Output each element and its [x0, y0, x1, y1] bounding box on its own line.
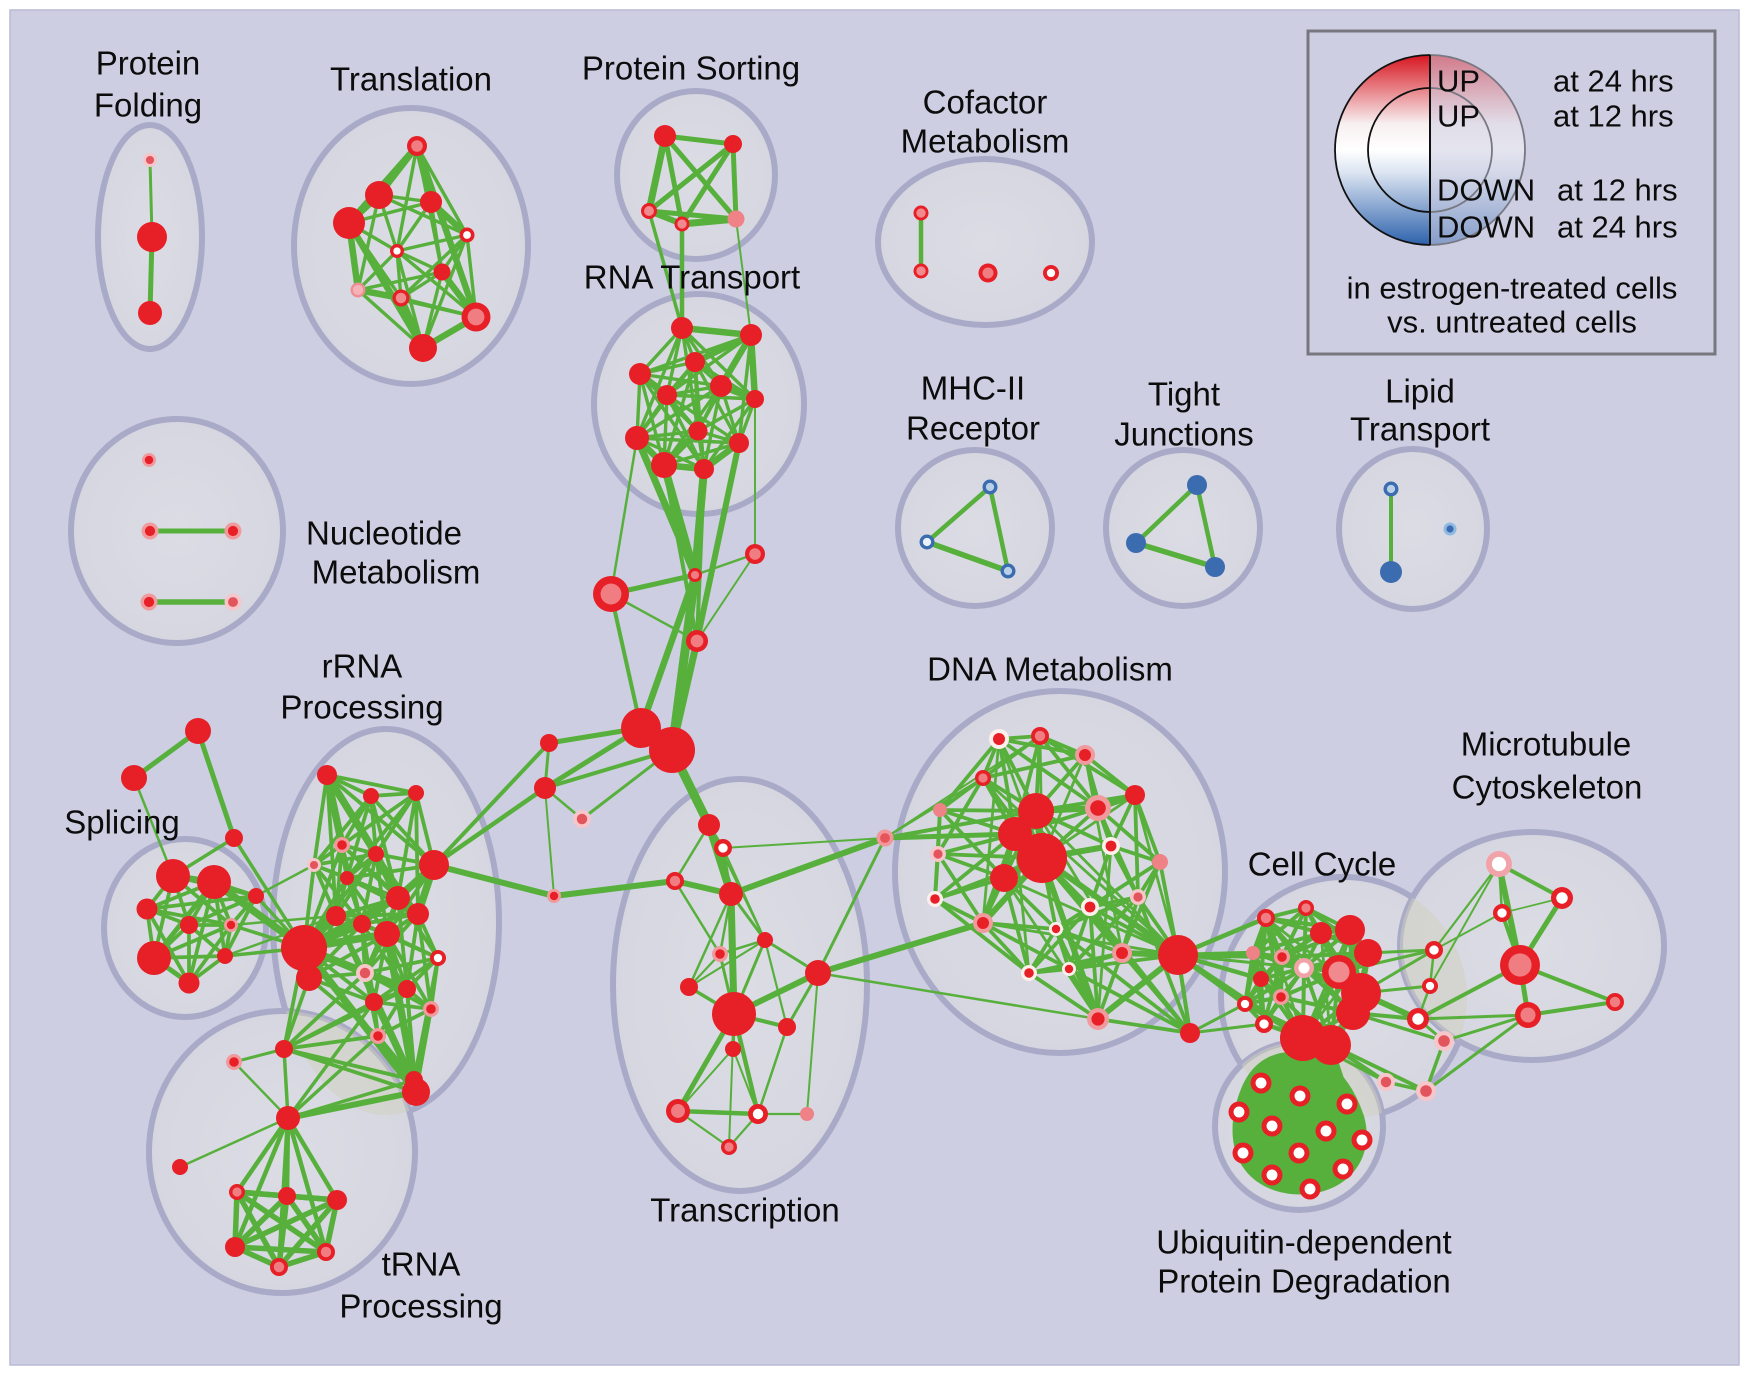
svg-text:at 12 hrs: at 12 hrs	[1557, 173, 1678, 208]
svg-text:DOWN: DOWN	[1437, 173, 1535, 208]
svg-text:Cell Cycle: Cell Cycle	[1248, 846, 1397, 883]
svg-text:rRNA: rRNA	[322, 648, 403, 685]
svg-text:Junctions: Junctions	[1114, 416, 1253, 453]
svg-text:at 12 hrs: at 12 hrs	[1553, 99, 1674, 134]
svg-text:Transport: Transport	[1350, 411, 1490, 448]
svg-text:Receptor: Receptor	[906, 410, 1040, 447]
svg-text:DNA Metabolism: DNA Metabolism	[927, 651, 1173, 688]
svg-text:DOWN: DOWN	[1437, 210, 1535, 245]
svg-text:in estrogen-treated cells: in estrogen-treated cells	[1347, 271, 1678, 306]
svg-text:Processing: Processing	[339, 1288, 502, 1325]
svg-text:at 24 hrs: at 24 hrs	[1557, 210, 1678, 245]
svg-text:MHC-II: MHC-II	[921, 370, 1025, 407]
svg-text:Protein Degradation: Protein Degradation	[1157, 1263, 1451, 1300]
svg-text:at 24 hrs: at 24 hrs	[1553, 64, 1674, 99]
svg-text:Processing: Processing	[280, 689, 443, 726]
svg-text:Metabolism: Metabolism	[312, 554, 481, 591]
svg-text:Ubiquitin-dependent: Ubiquitin-dependent	[1156, 1224, 1451, 1261]
svg-text:Cofactor: Cofactor	[923, 84, 1048, 121]
svg-text:Protein: Protein	[96, 45, 201, 82]
svg-text:vs. untreated cells: vs. untreated cells	[1387, 305, 1637, 340]
svg-text:Translation: Translation	[330, 61, 492, 98]
svg-text:Cytoskeleton: Cytoskeleton	[1452, 769, 1643, 806]
svg-text:RNA Transport: RNA Transport	[584, 259, 800, 296]
svg-text:Metabolism: Metabolism	[901, 123, 1070, 160]
svg-text:Tight: Tight	[1148, 376, 1220, 413]
svg-text:Lipid: Lipid	[1385, 373, 1455, 410]
svg-text:Folding: Folding	[94, 87, 202, 124]
svg-text:Splicing: Splicing	[64, 804, 180, 841]
svg-text:UP: UP	[1437, 64, 1480, 99]
svg-text:Protein Sorting: Protein Sorting	[582, 50, 800, 87]
svg-text:UP: UP	[1437, 99, 1480, 134]
svg-text:Transcription: Transcription	[650, 1192, 840, 1229]
svg-text:Microtubule: Microtubule	[1461, 726, 1632, 763]
svg-text:Nucleotide: Nucleotide	[306, 515, 462, 552]
svg-text:tRNA: tRNA	[382, 1246, 461, 1283]
